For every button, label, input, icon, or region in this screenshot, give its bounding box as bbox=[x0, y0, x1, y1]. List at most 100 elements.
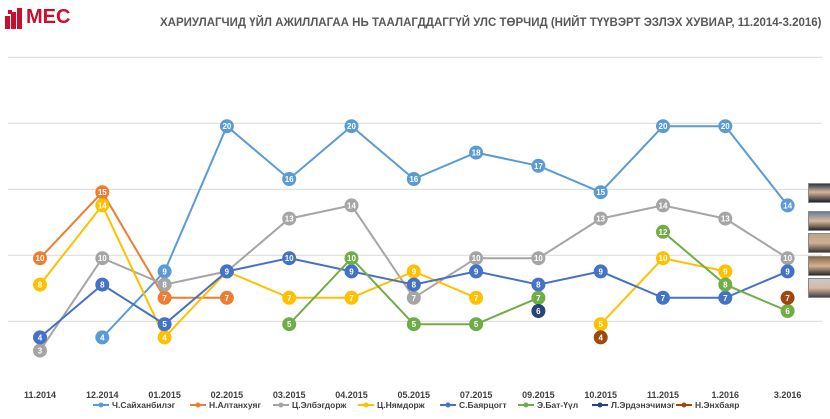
data-point: 3 bbox=[33, 343, 47, 358]
data-point: 14 bbox=[656, 198, 670, 213]
data-label: 8 bbox=[38, 281, 43, 290]
data-point: 14 bbox=[95, 198, 110, 213]
data-point: 10 bbox=[469, 251, 484, 266]
data-label: 10 bbox=[783, 254, 792, 263]
data-point: 5 bbox=[406, 317, 421, 332]
data-point: 7 bbox=[282, 290, 297, 305]
series-lines bbox=[39, 124, 789, 352]
data-point: 20 bbox=[718, 119, 733, 134]
data-point: 7 bbox=[656, 290, 670, 305]
data-label: 6 bbox=[785, 307, 790, 316]
data-label: 12 bbox=[659, 228, 668, 237]
data-label: 5 bbox=[162, 320, 167, 329]
portrait-photo bbox=[808, 183, 830, 203]
data-label: 9 bbox=[225, 267, 230, 276]
data-label: 10 bbox=[534, 254, 543, 263]
data-label: 7 bbox=[536, 294, 541, 303]
data-point: 10 bbox=[531, 251, 546, 266]
data-label: 7 bbox=[661, 294, 666, 303]
data-label: 20 bbox=[721, 122, 730, 131]
data-point: 10 bbox=[780, 251, 795, 266]
data-point: 9 bbox=[780, 264, 795, 279]
data-label: 14 bbox=[783, 201, 792, 210]
data-label: 7 bbox=[225, 294, 230, 303]
data-label: 9 bbox=[598, 267, 603, 276]
data-label: 13 bbox=[596, 215, 605, 224]
data-point: 7 bbox=[219, 290, 234, 305]
data-point: 4 bbox=[593, 330, 608, 345]
data-point: 20 bbox=[344, 119, 359, 134]
x-tick-label: 03.2015 bbox=[273, 390, 306, 400]
data-point: 10 bbox=[282, 251, 297, 266]
legend-item: Ц.Элбэгдорж bbox=[273, 400, 347, 410]
chart-title: ХАРИУЛАГЧИД ҮЙЛ АЖИЛЛАГАА НЬ ТААЛАГДДАГГ… bbox=[160, 17, 822, 29]
data-label: 9 bbox=[785, 267, 790, 276]
data-point: 7 bbox=[780, 290, 795, 305]
data-markers: 4 9 20 16 20 16 18 17 15 20 20 14 10 15 7 7 3 10 8 9 13 14 7 10… bbox=[33, 119, 795, 358]
data-point: 6 bbox=[531, 304, 546, 318]
data-label: 3 bbox=[38, 347, 43, 356]
portrait-photo bbox=[808, 256, 830, 276]
x-tick-label: 12.2014 bbox=[86, 390, 119, 400]
data-point: 13 bbox=[718, 211, 733, 226]
data-point: 4 bbox=[95, 330, 110, 345]
data-label: 16 bbox=[285, 175, 294, 184]
data-label: 8 bbox=[162, 281, 167, 290]
data-label: 20 bbox=[222, 122, 231, 131]
x-tick-label: 1.2016 bbox=[712, 390, 740, 400]
data-point: 20 bbox=[656, 119, 670, 134]
data-point: 9 bbox=[219, 264, 234, 279]
data-label: 7 bbox=[287, 294, 292, 303]
data-label: 9 bbox=[349, 267, 354, 276]
legend-item: С.Баярцогт bbox=[440, 400, 507, 410]
x-tick-label: 01.2015 bbox=[148, 390, 181, 400]
data-label: 5 bbox=[474, 320, 479, 329]
brand-name: MEC bbox=[26, 6, 71, 28]
data-label: 7 bbox=[162, 294, 167, 303]
legend-label: Н.Алтанхуяг bbox=[209, 400, 261, 410]
data-label: 5 bbox=[287, 320, 292, 329]
data-point: 14 bbox=[344, 198, 359, 213]
x-tick-label: 09.2015 bbox=[522, 390, 555, 400]
legend-item: Ч.Сайханбилэг bbox=[93, 400, 176, 410]
legend-item: Н.Энхбаяр bbox=[676, 400, 739, 410]
data-point: 10 bbox=[656, 251, 670, 266]
data-label: 10 bbox=[659, 254, 668, 263]
x-axis-ticks: 11.2014 12.2014 01.2015 02.2015 03.2015 04.20… bbox=[24, 390, 801, 400]
data-label: 15 bbox=[596, 188, 605, 197]
data-label: 4 bbox=[100, 333, 105, 342]
data-label: 17 bbox=[534, 162, 543, 171]
legend-label: С.Баярцогт bbox=[459, 400, 507, 410]
data-point: 7 bbox=[718, 290, 733, 305]
data-point: 4 bbox=[33, 330, 47, 345]
data-label: 13 bbox=[285, 215, 294, 224]
data-point: 7 bbox=[469, 290, 484, 305]
series-line bbox=[101, 124, 789, 339]
data-label: 7 bbox=[349, 294, 354, 303]
data-label: 18 bbox=[472, 149, 481, 158]
x-tick-label: 11.2015 bbox=[647, 390, 679, 400]
x-tick-label: 10.2015 bbox=[584, 390, 617, 400]
legend-item: Э.Бат-Үүл bbox=[518, 400, 578, 410]
data-label: 14 bbox=[659, 201, 668, 210]
legend-item: Л.Эрдэнэчимэг bbox=[592, 400, 675, 410]
data-label: 4 bbox=[598, 333, 603, 342]
data-label: 14 bbox=[98, 201, 107, 210]
data-label: 8 bbox=[536, 281, 541, 290]
portrait-photo bbox=[808, 211, 830, 231]
x-tick-label: 05.2015 bbox=[398, 390, 431, 400]
data-label: 7 bbox=[723, 294, 728, 303]
data-label: 14 bbox=[347, 201, 356, 210]
data-point: 9 bbox=[469, 264, 484, 279]
data-point: 8 bbox=[718, 277, 733, 292]
data-label: 8 bbox=[723, 281, 728, 290]
data-label: 20 bbox=[347, 122, 356, 131]
x-tick-label: 04.2015 bbox=[335, 390, 368, 400]
portrait-photo bbox=[808, 278, 830, 298]
data-label: 10 bbox=[472, 254, 481, 263]
data-point: 8 bbox=[406, 277, 421, 292]
data-label: 4 bbox=[162, 333, 167, 342]
legend-label: Л.Эрдэнэчимэг bbox=[611, 400, 675, 410]
data-point: 7 bbox=[531, 290, 546, 305]
